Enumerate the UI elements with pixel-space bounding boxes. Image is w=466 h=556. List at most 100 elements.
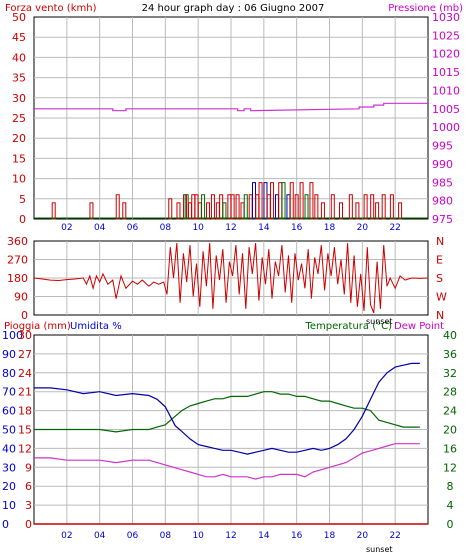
wind-tick-label: 30 (12, 92, 26, 105)
wind-bar (89, 202, 94, 220)
wind-axis-title: Forza vento (kmh) (5, 3, 97, 14)
x-tick-label: 22 (389, 223, 400, 233)
wind-bar (370, 194, 375, 220)
pressure-axis-title: Pressione (mb) (388, 3, 463, 14)
x-tick-label: 20 (357, 531, 369, 541)
pressure-tick-label: 1020 (432, 48, 460, 61)
x-tick-label: 16 (291, 223, 303, 233)
humidity-tick-label: 40 (2, 442, 16, 455)
wind-bar (115, 194, 120, 220)
wind-bar (222, 202, 227, 220)
rain-tick-label: 9 (25, 461, 32, 474)
humidity-tick-label: 20 (2, 480, 16, 493)
wind-bar (314, 194, 319, 220)
pressure-tick-label: 1025 (432, 29, 460, 42)
temperature-tick-label: 36 (443, 348, 457, 361)
rain-tick-label: 12 (18, 442, 32, 455)
temperature-line (34, 391, 420, 433)
wind-tick-label: 25 (12, 112, 26, 125)
pressure-tick-label: 985 (432, 176, 453, 189)
wind-tick-label: 5 (19, 193, 26, 206)
rain-tick-label: 6 (25, 480, 32, 493)
wind-tick-label: 15 (12, 152, 26, 165)
wind-bar (355, 202, 360, 220)
x-tick-label: 14 (258, 531, 270, 541)
pressure-tick-label: 1030 (432, 11, 460, 24)
x-tick-label: 18 (324, 223, 336, 233)
x-tick-label: 16 (291, 531, 303, 541)
humidity-axis-title: Umidita % (70, 321, 122, 332)
x-tick-label: 12 (225, 223, 236, 233)
pressure-tick-label: 1005 (432, 103, 460, 116)
x-tick-label: 02 (61, 531, 72, 541)
wind-bar (304, 194, 309, 220)
temperature-tick-label: 8 (447, 480, 454, 493)
pressure-tick-label: 1010 (432, 84, 460, 97)
wind-bar (270, 182, 275, 220)
x-tick-label: 12 (225, 531, 236, 541)
x-tick-label: 10 (192, 223, 204, 233)
rain-axis-title: Pioggia (mm) (4, 321, 71, 332)
rain-tick-label: 21 (18, 386, 32, 399)
wind-bar (363, 194, 368, 220)
temperature-tick-label: 16 (443, 442, 457, 455)
wind-bar (210, 194, 215, 220)
wind-bar (201, 194, 206, 220)
wind-tick-label: 20 (12, 132, 26, 145)
humidity-tick-label: 80 (2, 367, 16, 380)
direction-tick-label: 90 (14, 291, 28, 304)
direction-tick-label: 360 (7, 235, 28, 248)
x-tick-label: 08 (160, 531, 172, 541)
wind-bar (309, 182, 314, 220)
humidity-tick-label: 30 (2, 461, 16, 474)
x-tick-label: 22 (389, 531, 400, 541)
rain-tick-label: 18 (18, 405, 32, 418)
x-tick-label: 14 (258, 223, 270, 233)
wind-bar (206, 202, 211, 220)
pressure-tick-label: 1015 (432, 66, 460, 79)
x-tick-label: 08 (160, 223, 172, 233)
wind-bar (381, 194, 386, 220)
temperature-tick-label: 12 (443, 461, 457, 474)
rain-tick-label: 30 (18, 329, 32, 342)
temperature-tick-label: 24 (443, 405, 457, 418)
x-tick-label: 20 (357, 223, 369, 233)
wind-bar (320, 202, 325, 220)
humidity-tick-label: 70 (2, 386, 16, 399)
compass-tick-label: N (436, 235, 444, 248)
wind-bar (398, 202, 403, 220)
wind-bar (348, 194, 353, 220)
temperature-tick-label: 28 (443, 386, 457, 399)
wind-tick-label: 40 (12, 51, 26, 64)
wind-bar (258, 182, 263, 220)
rain-tick-label: 15 (18, 424, 32, 437)
direction-tick-label: 0 (21, 309, 28, 322)
dewpoint-line (34, 443, 420, 480)
wind-bar (230, 194, 235, 220)
pressure-tick-label: 1000 (432, 121, 460, 134)
pressure-tick-label: 990 (432, 158, 453, 171)
temperature-tick-label: 40 (443, 329, 457, 342)
compass-tick-label: E (436, 254, 443, 267)
temperature-tick-label: 20 (443, 424, 457, 437)
humidity-tick-label: 10 (2, 499, 16, 512)
chart-title: 24 hour graph day : 06 Giugno 2007 (142, 3, 325, 14)
wind-bar (338, 202, 343, 220)
temperature-axis-title: Temperatura (°C) (304, 321, 392, 332)
wind-tick-label: 10 (12, 173, 26, 186)
direction-tick-label: 270 (7, 254, 28, 267)
wind-bar (176, 202, 181, 220)
wind-bar (375, 202, 380, 220)
temperature-tick-label: 0 (447, 518, 454, 531)
humidity-tick-label: 0 (2, 518, 9, 531)
rain-tick-label: 24 (18, 367, 32, 380)
rain-tick-label: 27 (18, 348, 32, 361)
wind-bar (294, 194, 299, 220)
wind-bar (51, 202, 56, 220)
humidity-tick-label: 50 (2, 424, 16, 437)
compass-tick-label: N (436, 309, 444, 322)
compass-tick-label: S (436, 272, 443, 285)
humidity-tick-label: 100 (2, 329, 23, 342)
x-tick-label: 06 (127, 223, 139, 233)
